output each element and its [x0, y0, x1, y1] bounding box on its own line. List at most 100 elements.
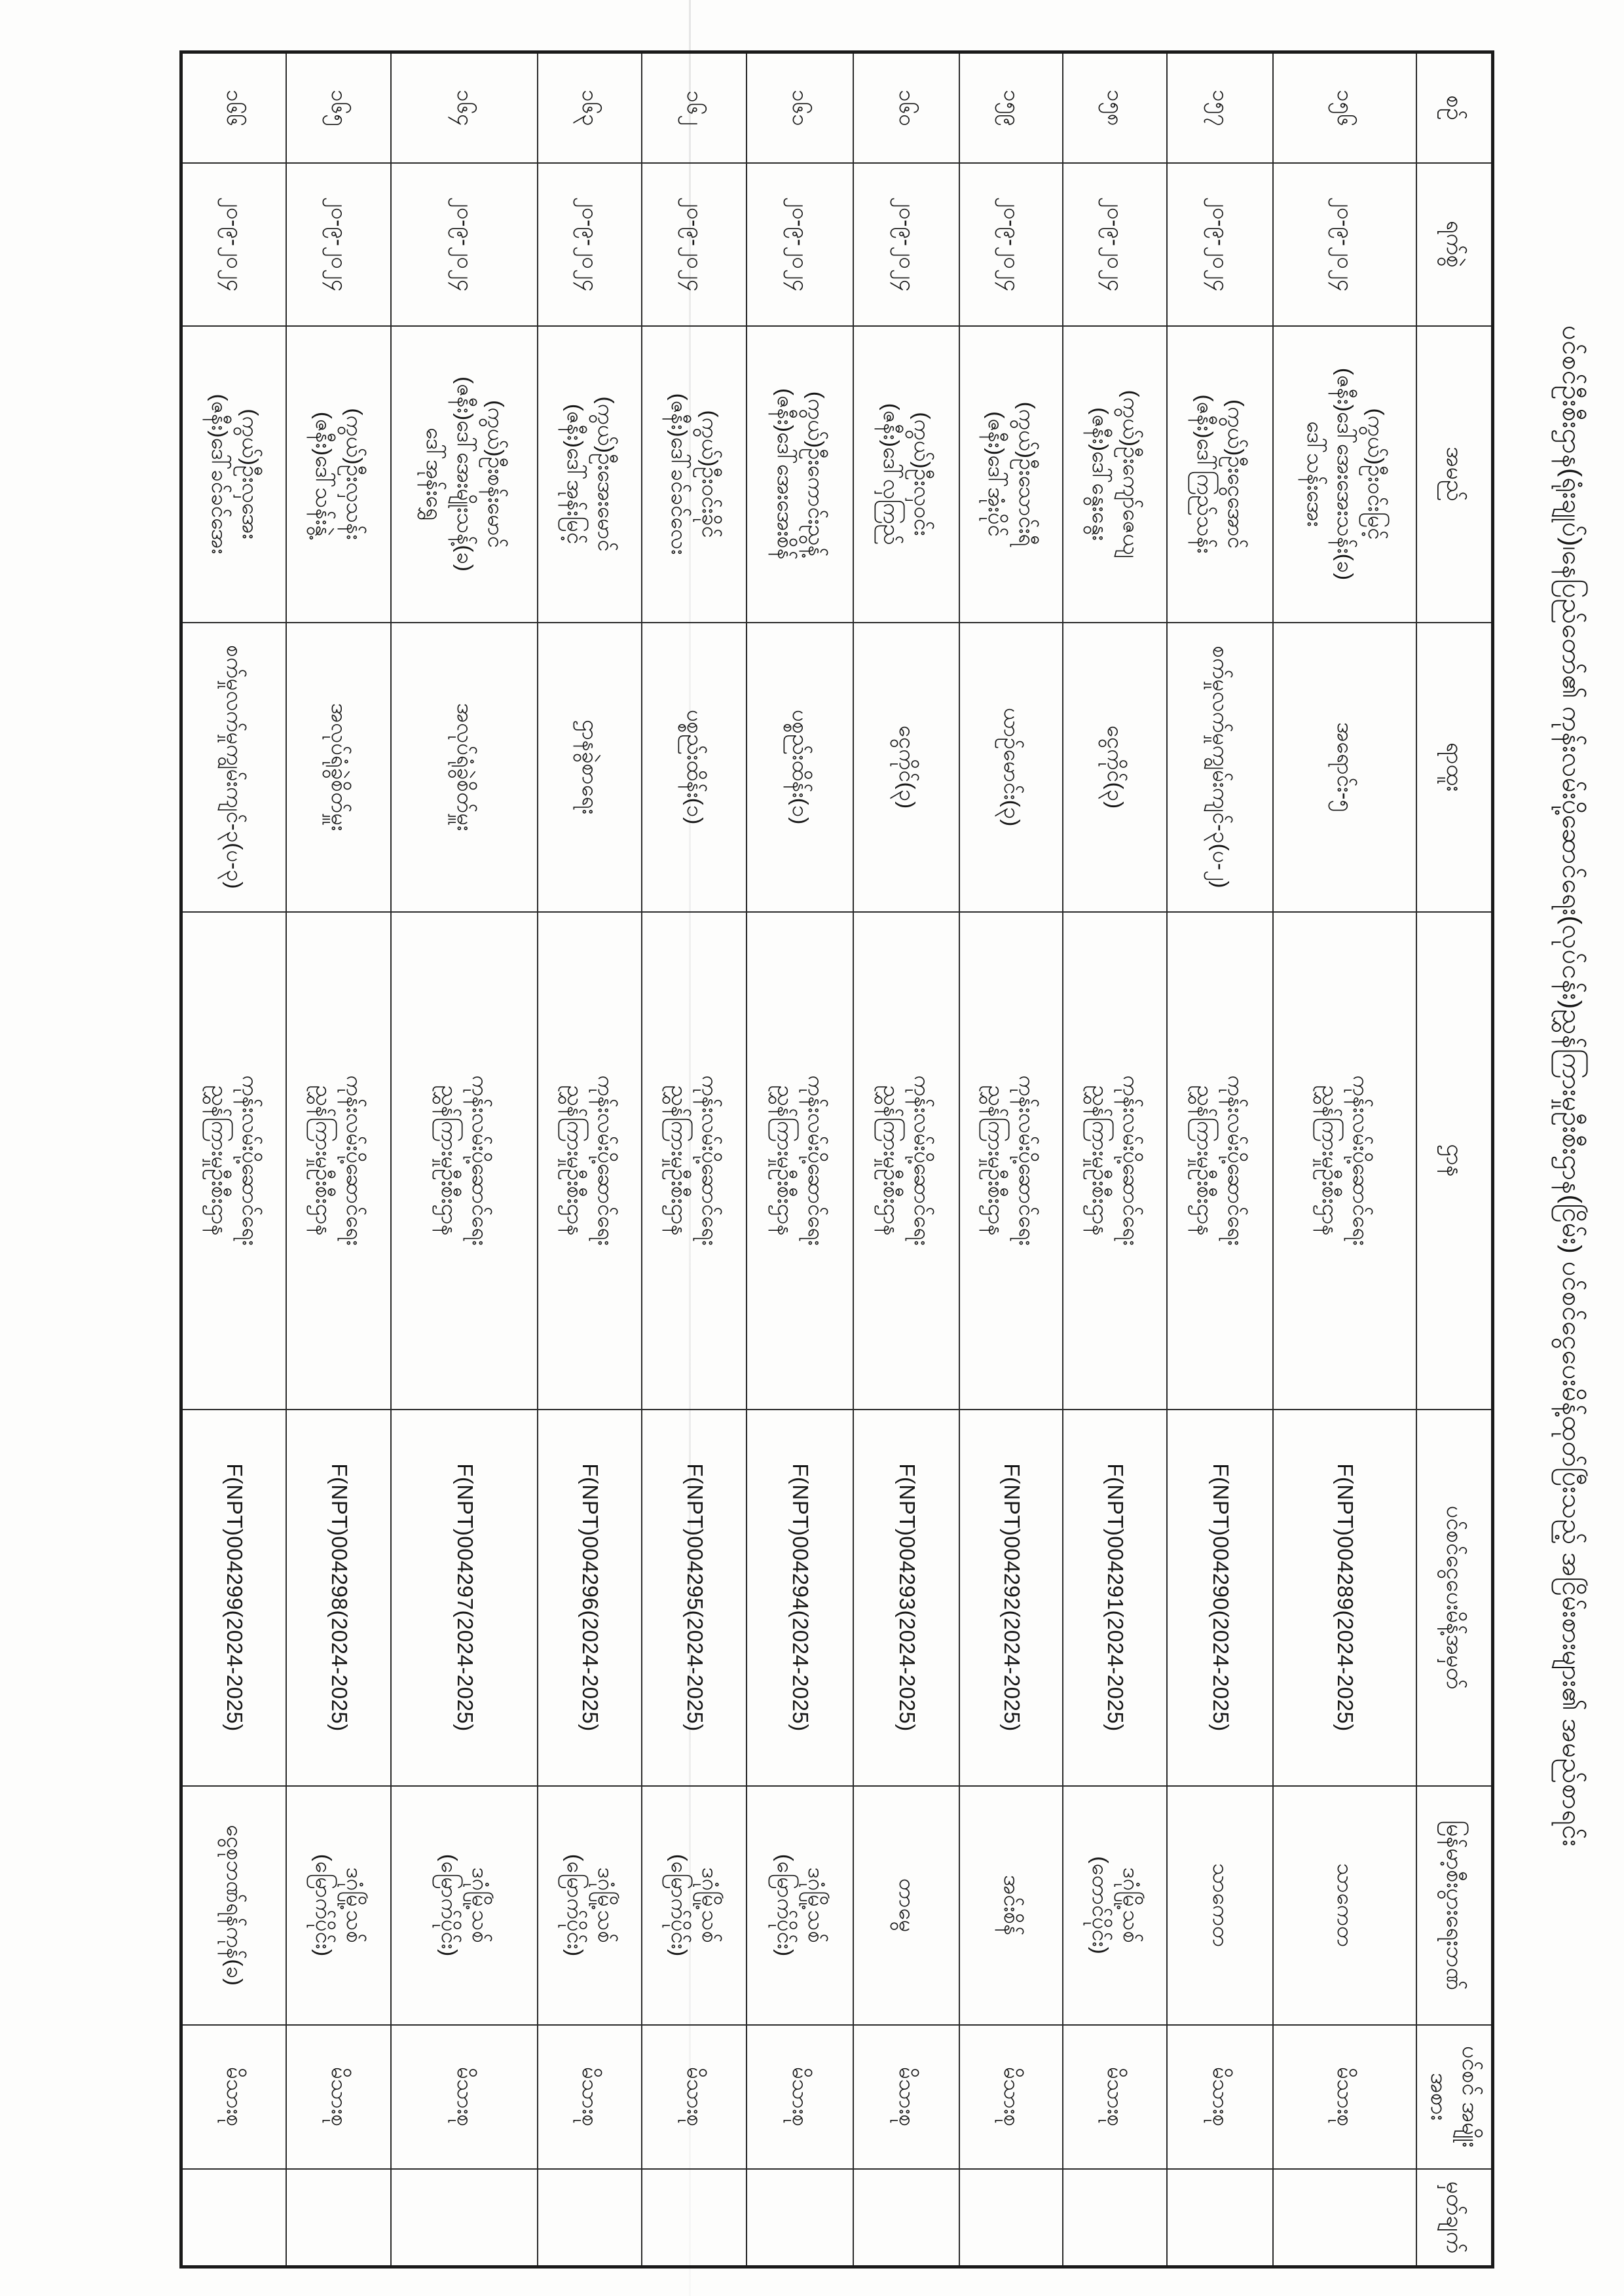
serial-cell: ၁၅၈	[1063, 52, 1168, 163]
date-cell: ၂၀-၉-၂၀၂၄	[286, 162, 392, 326]
text-line: (မြောက်ပိုင်း)	[563, 1853, 587, 1957]
text-line: ဒဂုံမြို့သစ်	[342, 1867, 367, 1943]
text-line: (ဇနီး)ဒေါ်အုံးပိုင်	[984, 411, 1009, 537]
text-line: ကုန်းလမ်းပို့ဆောင်ရေး	[593, 1075, 618, 1246]
col-header-name: အမည်	[1416, 325, 1493, 623]
table-row: ၁၆၅ ၂၀-၉-၂၀၂၄ (ကွယ်)ဦးလှသန်း (ဇနီး)ဒေါ်သန်း…	[286, 52, 392, 2267]
text-line: ညွှန်ကြားမှုဦးစီးဌာန	[984, 1085, 1009, 1236]
text-line: ဒဂုံမြို့သစ်	[803, 1867, 828, 1943]
text-line: (ဇနီး)ဒေါ်ခင်ခင်အေး	[207, 393, 232, 555]
text-line: (မြောက်ပိုင်း)	[667, 1853, 692, 1957]
text-line: (ဇနီး)ဒေါ်ကြည်သန်း	[1193, 394, 1218, 554]
department-cell: ကုန်းလမ်းပို့ဆောင်ရေး ညွှန်ကြားမှုဦးစီးဌာ…	[1273, 911, 1417, 1410]
remark-cell	[959, 2168, 1063, 2267]
text-line: (ကွယ်)ဦးစန်းမောင်	[483, 400, 508, 548]
table-row: ၁၆၃ ၂၀-၉-၂၀၂၄ (ကွယ်)ဦးအေးမောင် (ဇနီး)ဒေါ်အု…	[538, 52, 642, 2267]
pension-type-cell: မိသားစု	[642, 2024, 747, 2169]
date-cell: ၂၀-၉-၂၀၂၄	[1063, 162, 1168, 326]
name-cell: (ကွယ်)ဦးဝင်းခိုင် (ဇနီး)ဒေါ်ခင်ခင်လေး	[642, 325, 747, 623]
text-line: ညွှန်ကြားမှုဦးစီးဌာန	[207, 1085, 232, 1236]
table-row: ၁၅၈ ၂၀-၉-၂၀၂၄ (ကွယ်)ဦးကျော်ဇေယျ (ဇနီး)ဒေါ်န…	[1063, 52, 1168, 2267]
department-cell: ကုန်းလမ်းပို့ဆောင်ရေး ညွှန်ကြားမှုဦးစီးဌာ…	[1167, 911, 1274, 1410]
table-row: ၁၅၇ ၂၀-၉-၂၀၂၄ (ကွယ်)ဦးငွေအောင် (ဇနီး)ဒေါ်ကြ…	[1167, 52, 1274, 2267]
bank-branch-cell: ဒဂုံမြို့သစ် (မြောက်ပိုင်း)	[286, 1785, 392, 2025]
scan-artifact-streak	[689, 0, 691, 2296]
text-line: ညွှန်ကြားမှုဦးစီးဌာန	[563, 1085, 587, 1236]
col-header-remark: မှတ်ချက်	[1416, 2168, 1493, 2267]
text-line: (ကွယ်)ဦးဝင်းမြင့်	[1364, 408, 1389, 540]
table-row: ၁၆၁ ၂၀-၉-၂၀၂၄ (ကွယ်)ဦးကောင်းညွန့် (ဇနီး)ဒေါ…	[747, 52, 854, 2267]
date-cell: ၂၀-၉-၂၀၂၄	[181, 162, 287, 326]
text-line: ကုန်းလမ်းပို့ဆောင်ရေး	[468, 1075, 493, 1246]
order-no-cell: F(NPT)004290(2024-2025)	[1167, 1409, 1274, 1786]
text-line: ကုန်းလမ်းပို့ဆောင်ရေး	[803, 1075, 828, 1246]
text-line: ကုန်းလမ်းပို့ဆောင်ရေး	[238, 1075, 263, 1246]
position-cell: ပစ္စည်းထိန်း(၁)	[747, 622, 854, 912]
table-row: ၁၆၄ ၂၀-၉-၂၀၂၄ (ကွယ်)ဦးစန်းမောင် (ဇနီး)ဒေါ်အ…	[391, 52, 538, 2267]
text-line: (ကွယ်)ဦးကျော်ဇေယျ	[1118, 390, 1143, 558]
text-line: သာကေတ	[1333, 1863, 1358, 1947]
pension-type-cell: မိသားစု	[1167, 2024, 1274, 2169]
text-line: (မြောက်ပိုင်း)	[312, 1853, 337, 1957]
text-line: (ကွယ်)ဦးဝင်းခိုင်	[698, 410, 723, 538]
text-line: ညွှန်ကြားမှုဦးစီးဌာန	[879, 1085, 904, 1236]
name-cell: (ကွယ်)ဦးကောင်းညွန့် (ဇနီး)ဒေါ်အေးအေးစိန်	[747, 325, 854, 623]
page-title: ပင်စင်ဦးစီးဌာန(ရုံးချုပ်)၊နေပြည်တော်၏ ကု…	[1557, 325, 1586, 1847]
text-line: (ကွယ်)ဦးငွေအောင်	[1224, 399, 1249, 549]
table-row: ၁၅၆ ၂၀-၉-၂၀၂၄ (ကွယ်)ဦးဝင်းမြင့် (ဇနီး)ဒေါ်အ…	[1273, 52, 1417, 2267]
pension-type-cell: မိသားစု	[538, 2024, 642, 2169]
text-line: (ဇနီး)ဒေါ်ခင်ခင်လေး	[667, 393, 692, 555]
text-line: ဒေါ်သန်းအေး	[1302, 421, 1327, 527]
text-line: ကုန်းလမ်းပို့ဆောင်ရေး	[1015, 1075, 1040, 1246]
text-line: ညွှန်ကြားမှုဦးစီးဌာန	[667, 1085, 692, 1236]
col-header-pension-type: ပင်စင် အမျိုးအစား	[1416, 2024, 1493, 2169]
bank-branch-cell: ဒဂုံမြို့သစ် (မြောက်ပိုင်း)	[391, 1785, 538, 2025]
remark-cell	[538, 2168, 642, 2267]
bank-branch-cell: တာမွေ	[853, 1785, 960, 2025]
text-line: အင်းစိန်	[999, 1874, 1024, 1936]
department-cell: ကုန်းလမ်းပို့ဆောင်ရေး ညွှန်ကြားမှုဦးစီးဌာ…	[181, 911, 287, 1410]
pension-type-cell: မိသားစု	[1273, 2024, 1417, 2169]
department-cell: ကုန်းလမ်းပို့ဆောင်ရေး ညွှန်ကြားမှုဦးစီးဌာ…	[286, 911, 392, 1410]
text-line: ညွှန်ကြားမှုဦးစီးဌာန	[773, 1085, 798, 1236]
bank-branch-cell: ဒဂုံမြို့သစ် (မြောက်ပိုင်း)	[747, 1785, 854, 2025]
department-cell: ကုန်းလမ်းပို့ဆောင်ရေး ညွှန်ကြားမှုဦးစီးဌာ…	[538, 911, 642, 1410]
department-cell: ကုန်းလမ်းပို့ဆောင်ရေး ညွှန်ကြားမှုဦးစီးဌာ…	[853, 911, 960, 1410]
text-line: (မြောက်ပိုင်း)	[437, 1853, 462, 1957]
date-cell: ၂၀-၉-၂၀၂၄	[1273, 162, 1417, 326]
position-cell: ဌာနခွဲစာရေး	[538, 622, 642, 912]
date-cell: ၂၀-၉-၂၀၂၄	[1167, 162, 1274, 326]
remark-cell	[1167, 2168, 1274, 2267]
date-cell: ၂၀-၉-၂၀၂၄	[959, 162, 1063, 326]
bank-branch-cell: အင်းစိန်	[959, 1785, 1063, 2025]
order-no-cell: F(NPT)004295(2024-2025)	[642, 1409, 747, 1786]
col-header-order-no: ပင်စင်ငွေပေးမိန့်အမှတ်	[1416, 1409, 1493, 1786]
text-line: (ကွယ်)ဦးကောင်းညွန့်	[803, 391, 828, 557]
order-no-cell: F(NPT)004293(2024-2025)	[853, 1409, 960, 1786]
order-no-cell: F(NPT)004294(2024-2025)	[747, 1409, 854, 1786]
name-cell: (ကွယ်)ဦးလှဝင်း (ဇနီး)ဒေါ်လှကြည်	[853, 325, 960, 623]
bank-branch-cell: ဒဂုံမြို့သစ် (မြောက်ပိုင်း)	[642, 1785, 747, 2025]
col-header-date: ရက်စွဲ	[1416, 162, 1493, 326]
text-line: (ဇနီး)ဒေါ်အေးမျိုးသန့်(ခ)	[452, 376, 477, 572]
text-line: ဒဂုံမြို့သစ်	[593, 1867, 618, 1943]
pension-type-cell: မိသားစု	[1063, 2024, 1168, 2169]
rotated-content: ပင်စင်ဦးစီးဌာန(ရုံးချုပ်)၊နေပြည်တော်၏ ကု…	[151, 50, 1611, 2269]
remark-cell	[853, 2168, 960, 2267]
serial-cell: ၁၅၇	[1167, 52, 1274, 163]
table-row: ၁၆၀ ၂၀-၉-၂၀၂၄ (ကွယ်)ဦးလှဝင်း (ဇနီး)ဒေါ်လှကြ…	[853, 52, 960, 2267]
col-header-position: ရာထူး	[1416, 622, 1493, 912]
serial-cell: ၁၆၃	[538, 52, 642, 163]
bank-branch-cell: သာကေတ	[1273, 1785, 1417, 2025]
pension-type-cell: မိသားစု	[853, 2024, 960, 2169]
name-cell: (ကွယ်)ဦးသောင်းရီ (ဇနီး)ဒေါ်အုံးပိုင်	[959, 325, 1063, 623]
department-cell: ကုန်းလမ်းပို့ဆောင်ရေး ညွှန်ကြားမှုဦးစီးဌာ…	[959, 911, 1063, 1410]
text-line: (ဇနီး)ဒေါ်သန်းနွဲ့	[312, 411, 337, 537]
pension-type-cell: မိသားစု	[391, 2024, 538, 2169]
serial-cell: ၁၆၂	[642, 52, 747, 163]
serial-cell: ၁၆၁	[747, 52, 854, 163]
pension-type-cell: မိသားစု	[286, 2024, 392, 2169]
order-no-cell: F(NPT)004289(2024-2025)	[1273, 1409, 1417, 1786]
position-cell: စက်မှုလက်မှုကျွမ်းကျင်-၃(ပ-၂)	[1167, 622, 1274, 912]
